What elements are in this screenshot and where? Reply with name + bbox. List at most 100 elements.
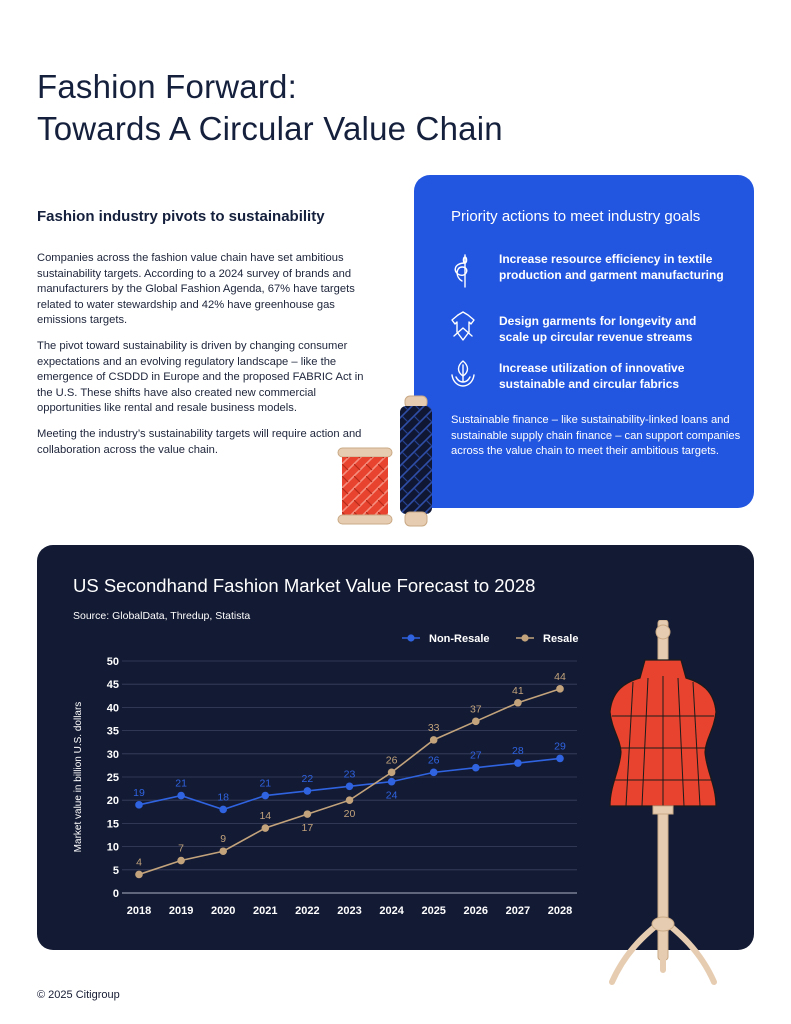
x-tick-label: 2018 xyxy=(127,905,151,917)
x-tick-label: 2020 xyxy=(211,905,235,917)
data-point xyxy=(135,801,143,809)
panel-heading: Priority actions to meet industry goals xyxy=(451,208,701,225)
data-label: 33 xyxy=(428,722,440,734)
data-point xyxy=(556,754,564,763)
sustainable-finance-note: Sustainable finance – like sustainabilit… xyxy=(451,414,741,458)
y-tick-label: 15 xyxy=(107,818,119,830)
y-tick-label: 5 xyxy=(113,865,119,877)
x-tick-label: 2019 xyxy=(169,905,193,917)
x-tick-label: 2025 xyxy=(421,905,445,917)
priority-actions-panel: Priority actions to meet industry goals … xyxy=(414,175,754,508)
data-point xyxy=(429,768,438,777)
red-spool-cap-top xyxy=(337,447,393,458)
intro-paragraph-1: Companies across the fashion value chain… xyxy=(37,252,355,327)
data-point xyxy=(177,791,185,800)
title-line-1: Fashion Forward: xyxy=(37,68,297,105)
intro-text: Companies across the fashion value chain… xyxy=(37,251,372,468)
data-label: 17 xyxy=(302,822,314,834)
red-spool-cap-bottom xyxy=(337,514,393,525)
y-axis-label: Market value in billion U.S. dollars xyxy=(73,702,84,853)
intro-paragraph-2: The pivot toward sustainability is drive… xyxy=(37,339,364,415)
action-1: Increase resource efficiency in textile … xyxy=(499,252,724,282)
y-tick-label: 0 xyxy=(113,888,119,900)
x-tick-label: 2026 xyxy=(464,905,488,917)
data-label: 22 xyxy=(302,773,314,785)
action-3: Increase utilization of innovative susta… xyxy=(499,361,685,391)
data-point xyxy=(472,717,480,726)
data-label: 44 xyxy=(554,671,566,683)
data-label: 28 xyxy=(512,745,524,757)
data-point xyxy=(556,685,564,693)
data-label: 24 xyxy=(386,790,398,802)
data-label: 18 xyxy=(217,791,229,803)
y-tick-label: 20 xyxy=(107,795,119,807)
legend-label-non-resale: Non-Resale xyxy=(429,633,490,645)
data-label: 19 xyxy=(133,787,145,799)
data-label: 26 xyxy=(428,754,440,766)
data-point xyxy=(472,763,480,772)
y-tick-label: 35 xyxy=(107,726,119,738)
mannequin-collar xyxy=(652,805,674,815)
needle-thread-icon xyxy=(454,254,468,288)
data-point xyxy=(345,782,354,791)
intro-paragraph-3: Meeting the industry’s sustainability ta… xyxy=(37,427,362,456)
red-spool-thread xyxy=(342,457,388,515)
chart-source: Source: GlobalData, Thredup, Statista xyxy=(73,610,251,622)
title-line-2: Towards A Circular Value Chain xyxy=(37,110,503,147)
navy-spool-thread xyxy=(400,406,432,514)
x-tick-label: 2028 xyxy=(548,905,572,917)
data-point xyxy=(514,698,522,707)
y-tick-label: 30 xyxy=(107,749,119,761)
data-label: 20 xyxy=(344,808,356,820)
data-point xyxy=(429,736,438,744)
y-tick-label: 10 xyxy=(107,842,119,854)
dress-form-illustration xyxy=(609,620,717,985)
data-label: 21 xyxy=(259,778,271,790)
legend-label-resale: Resale xyxy=(543,633,578,645)
data-point xyxy=(261,824,270,832)
navy-spool-cap-bottom xyxy=(404,511,428,527)
data-point xyxy=(345,796,354,804)
y-tick-label: 50 xyxy=(107,656,119,668)
data-point xyxy=(303,787,312,795)
data-label: 14 xyxy=(259,810,271,822)
page-title: Fashion Forward: Towards A Circular Valu… xyxy=(37,66,503,150)
leaf-hands-icon xyxy=(451,360,475,387)
action-2: Design garments for longevity and scale … xyxy=(499,314,697,344)
legend-swatch-dot xyxy=(521,634,529,642)
data-label: 41 xyxy=(512,685,524,697)
data-label: 4 xyxy=(136,856,142,868)
data-point xyxy=(261,791,270,800)
x-tick-label: 2022 xyxy=(295,905,319,917)
mannequin-hub xyxy=(651,916,675,932)
data-point xyxy=(387,768,396,777)
data-point xyxy=(219,805,227,814)
data-label: 26 xyxy=(386,754,398,766)
recycle-garment-icon xyxy=(451,311,475,341)
x-tick-label: 2023 xyxy=(337,905,361,917)
data-label: 9 xyxy=(220,833,226,845)
data-point xyxy=(387,777,396,786)
data-label: 23 xyxy=(344,768,356,780)
x-tick-label: 2021 xyxy=(253,905,277,917)
thread-spools-illustration xyxy=(337,395,432,527)
data-point xyxy=(514,759,522,767)
data-point xyxy=(135,870,143,879)
section-heading: Fashion industry pivots to sustainabilit… xyxy=(37,208,325,225)
data-label: 37 xyxy=(470,703,482,715)
y-tick-label: 25 xyxy=(107,772,119,784)
mannequin-knob xyxy=(655,624,671,640)
data-point xyxy=(303,810,312,818)
copyright-footer: © 2025 Citigroup xyxy=(37,989,120,1001)
data-point xyxy=(177,856,185,865)
data-label: 7 xyxy=(178,843,184,855)
x-tick-label: 2027 xyxy=(506,905,530,917)
data-label: 27 xyxy=(470,750,482,762)
legend-swatch-dot xyxy=(407,634,415,642)
y-tick-label: 40 xyxy=(107,702,119,714)
x-tick-label: 2024 xyxy=(379,905,404,917)
data-label: 21 xyxy=(175,778,187,790)
y-tick-label: 45 xyxy=(107,679,119,691)
data-label: 29 xyxy=(554,740,566,752)
